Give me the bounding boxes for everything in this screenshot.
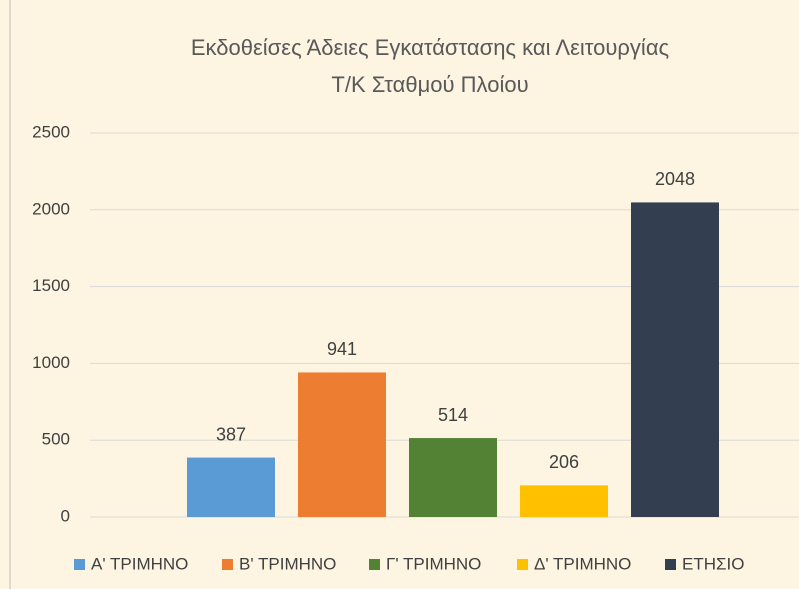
- bar: [520, 485, 608, 517]
- legend-label: Δ' ΤΡΙΜΗΝΟ: [534, 554, 631, 573]
- y-tick-label: 500: [42, 430, 70, 449]
- y-tick-label: 2000: [32, 199, 70, 218]
- value-label: 514: [438, 405, 468, 425]
- legend-swatch: [517, 559, 528, 570]
- legend-label: Γ' ΤΡΙΜΗΝΟ: [386, 554, 481, 573]
- value-label: 941: [327, 339, 357, 359]
- legend-swatch: [74, 559, 85, 570]
- y-tick-label: 2500: [32, 122, 70, 141]
- bar: [631, 202, 719, 518]
- value-label: 206: [549, 452, 579, 472]
- chart-title: Τ/Κ Σταθμού Πλοίου: [331, 72, 528, 97]
- y-tick-label: 1000: [32, 353, 70, 372]
- value-label: 387: [216, 424, 246, 444]
- value-label: 2048: [655, 169, 695, 189]
- bar: [409, 438, 497, 517]
- y-tick-label: 1500: [32, 276, 70, 295]
- y-tick-label: 0: [61, 506, 70, 525]
- legend-swatch: [222, 559, 233, 570]
- chart-title: Εκδοθείσες Άδειες Εγκατάστασης και Λειτο…: [191, 35, 669, 60]
- legend-label: ΕΤΗΣΙΟ: [682, 554, 744, 573]
- bar: [187, 457, 275, 517]
- legend-label: Β' ΤΡΙΜΗΝΟ: [239, 554, 336, 573]
- legend-label: Α' ΤΡΙΜΗΝΟ: [91, 554, 188, 573]
- legend-swatch: [369, 559, 380, 570]
- bar: [298, 372, 386, 517]
- legend-swatch: [665, 559, 676, 570]
